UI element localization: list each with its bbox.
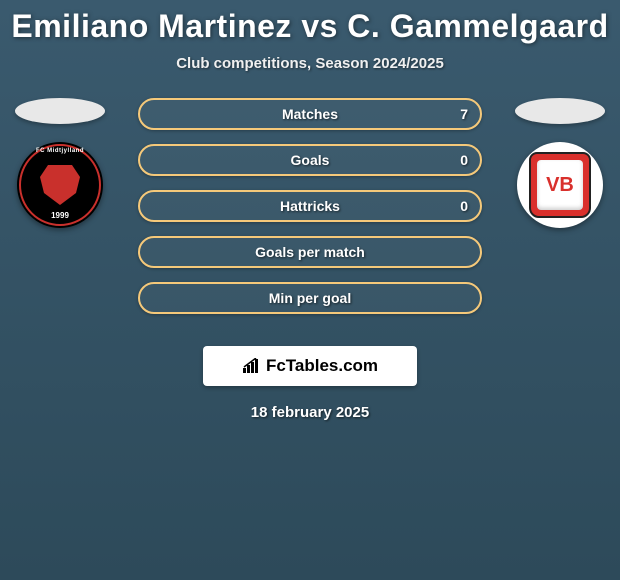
right-player-column: VB [500,98,620,228]
right-club-badge: VB [517,142,603,228]
stat-label: Hattricks [280,198,340,214]
badge-club-name: VB [537,160,583,210]
stat-label: Goals per match [255,244,365,260]
stat-bar-hattricks: Hattricks 0 [138,190,482,222]
stat-label: Matches [282,106,338,122]
left-player-photo [15,98,105,124]
wolf-icon [40,165,80,205]
subtitle: Club competitions, Season 2024/2025 [176,55,444,72]
stat-bars: Matches 7 Goals 0 Hattricks 0 Goals per … [138,98,482,314]
right-player-photo [515,98,605,124]
brand-link[interactable]: FcTables.com [203,346,417,386]
left-player-column: FC Midtjylland 1999 [0,98,120,228]
stat-bar-matches: Matches 7 [138,98,482,130]
left-club-badge: FC Midtjylland 1999 [17,142,103,228]
chart-icon [242,358,262,374]
page-title: Emiliano Martinez vs C. Gammelgaard [11,8,608,45]
stat-value-right: 0 [460,198,468,214]
stat-bar-goals: Goals 0 [138,144,482,176]
stat-label: Goals [291,152,330,168]
comparison-card: Emiliano Martinez vs C. Gammelgaard Club… [0,0,620,421]
stat-value-right: 7 [460,106,468,122]
badge-club-name: FC Midtjylland [36,148,84,154]
date-text: 18 february 2025 [251,404,369,421]
stat-bar-min-per-goal: Min per goal [138,282,482,314]
stat-label: Min per goal [269,290,351,306]
badge-year: 1999 [51,211,69,220]
stat-bar-goals-per-match: Goals per match [138,236,482,268]
shield-icon: VB [529,152,591,218]
brand-text: FcTables.com [266,356,378,376]
stats-area: FC Midtjylland 1999 VB Matches 7 Goals 0 [0,98,620,328]
stat-value-right: 0 [460,152,468,168]
